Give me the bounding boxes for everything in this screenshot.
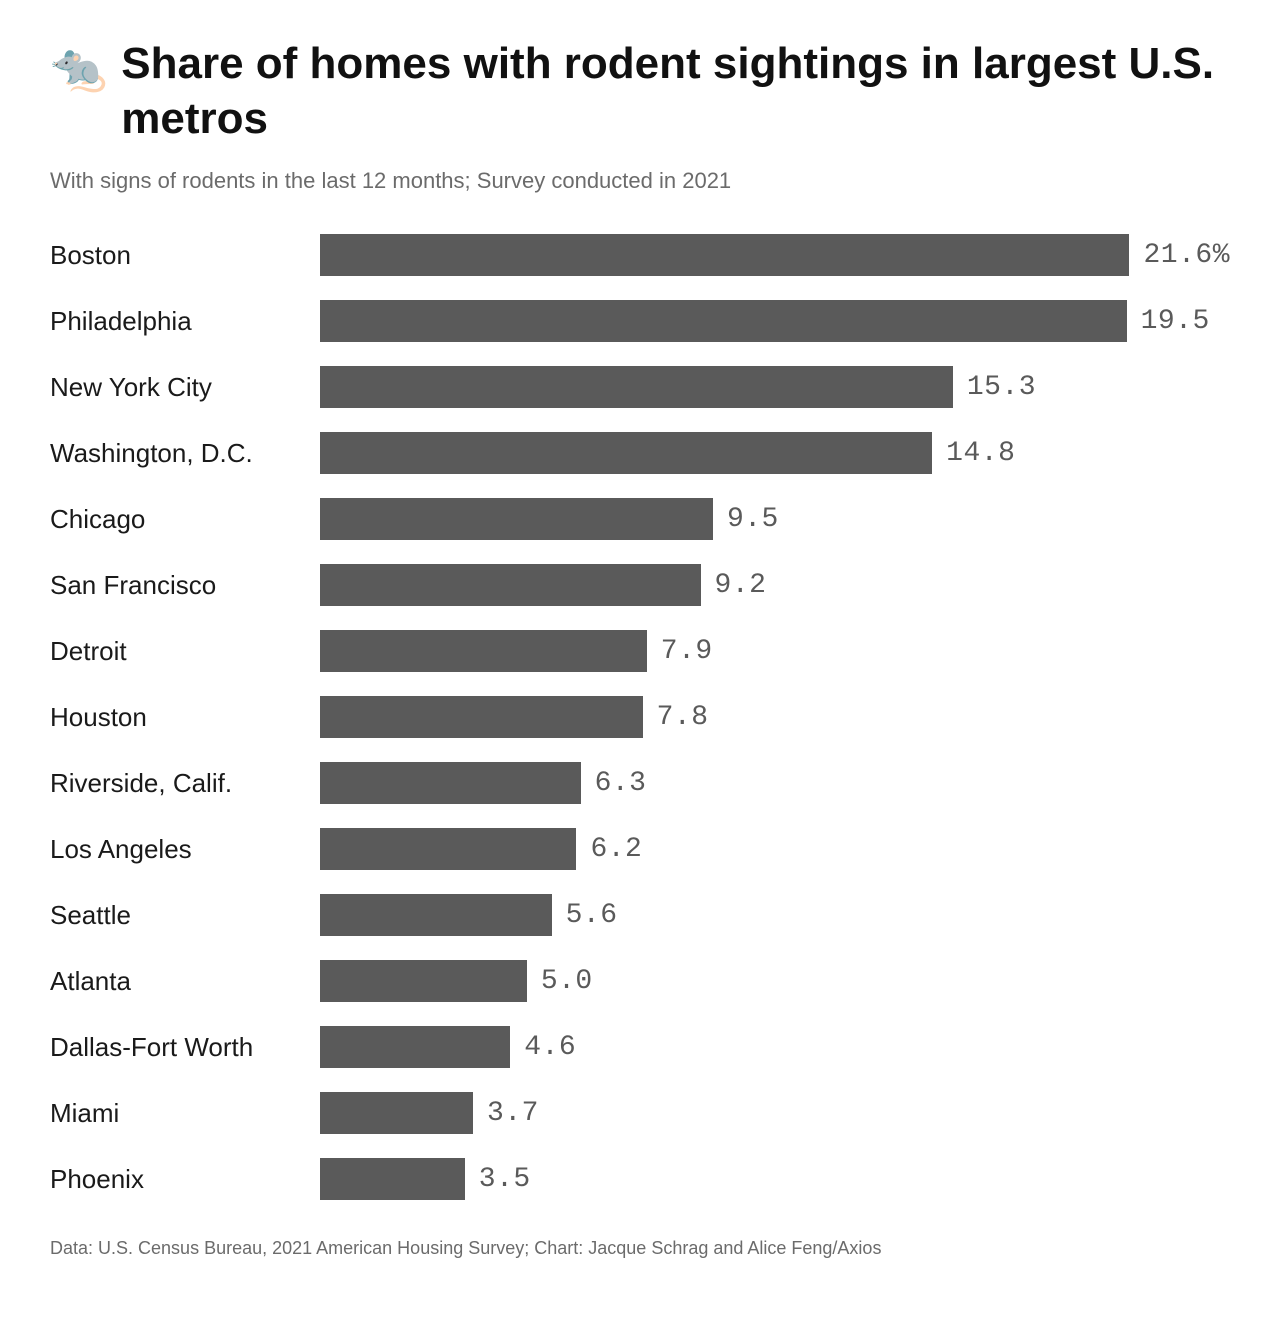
- bar-value: 5.6: [566, 900, 618, 931]
- bar-area: 4.6: [320, 1026, 1230, 1068]
- bar: [320, 564, 701, 606]
- bar-label: Philadelphia: [50, 306, 320, 337]
- bar: [320, 630, 647, 672]
- bar-value: 9.5: [727, 504, 779, 535]
- chart-row: Los Angeles 6.2: [50, 816, 1230, 882]
- chart-row: Dallas-Fort Worth 4.6: [50, 1014, 1230, 1080]
- bar-area: 6.2: [320, 828, 1230, 870]
- bar-label: New York City: [50, 372, 320, 403]
- chart-container: 🐀 Share of homes with rodent sightings i…: [0, 0, 1280, 1340]
- chart-row: Chicago 9.5: [50, 486, 1230, 552]
- bar-label: Chicago: [50, 504, 320, 535]
- bar-chart: Boston 21.6% Philadelphia 19.5 New York City…: [50, 222, 1230, 1212]
- bar-value: 3.7: [487, 1098, 539, 1129]
- chart-row: Washington, D.C. 14.8: [50, 420, 1230, 486]
- bar-area: 9.5: [320, 498, 1230, 540]
- bar-area: 9.2: [320, 564, 1230, 606]
- chart-row: Riverside, Calif. 6.3: [50, 750, 1230, 816]
- bar-area: 15.3: [320, 366, 1230, 408]
- chart-row: Boston 21.6%: [50, 222, 1230, 288]
- bar-area: 5.6: [320, 894, 1230, 936]
- bar-label: Washington, D.C.: [50, 438, 320, 469]
- bar-value: 19.5: [1141, 306, 1210, 337]
- bar-label: Boston: [50, 240, 320, 271]
- bar-label: Detroit: [50, 636, 320, 667]
- bar: [320, 234, 1129, 276]
- chart-row: Philadelphia 19.5: [50, 288, 1230, 354]
- bar-value: 4.6: [524, 1032, 576, 1063]
- bar-label: Los Angeles: [50, 834, 320, 865]
- bar-value: 9.2: [715, 570, 767, 601]
- bar-label: San Francisco: [50, 570, 320, 601]
- chart-title: Share of homes with rodent sightings in …: [121, 36, 1230, 146]
- bar-area: 14.8: [320, 432, 1230, 474]
- bar-area: 5.0: [320, 960, 1230, 1002]
- bar: [320, 696, 643, 738]
- bar-area: 3.5: [320, 1158, 1230, 1200]
- bar-value: 7.9: [661, 636, 713, 667]
- bar: [320, 498, 713, 540]
- bar-value: 15.3: [967, 372, 1036, 403]
- bar: [320, 300, 1127, 342]
- chart-footer: Data: U.S. Census Bureau, 2021 American …: [50, 1238, 1230, 1259]
- bar-label: Seattle: [50, 900, 320, 931]
- bar-area: 19.5: [320, 300, 1230, 342]
- bar-value: 3.5: [479, 1164, 531, 1195]
- bar: [320, 828, 576, 870]
- bar: [320, 432, 932, 474]
- bar-area: 7.9: [320, 630, 1230, 672]
- bar: [320, 366, 953, 408]
- bar-value: 6.2: [590, 834, 642, 865]
- bar-value: 6.3: [595, 768, 647, 799]
- chart-row: Phoenix 3.5: [50, 1146, 1230, 1212]
- bar-value: 5.0: [541, 966, 593, 997]
- bar-value: 14.8: [946, 438, 1015, 469]
- chart-row: San Francisco 9.2: [50, 552, 1230, 618]
- bar-label: Dallas-Fort Worth: [50, 1032, 320, 1063]
- bar: [320, 1092, 473, 1134]
- mouse-icon: 🐀: [50, 44, 107, 90]
- bar: [320, 1158, 465, 1200]
- bar: [320, 1026, 510, 1068]
- bar-area: 21.6%: [320, 234, 1230, 276]
- bar-label: Houston: [50, 702, 320, 733]
- chart-row: Atlanta 5.0: [50, 948, 1230, 1014]
- bar-label: Phoenix: [50, 1164, 320, 1195]
- title-row: 🐀 Share of homes with rodent sightings i…: [50, 36, 1230, 154]
- chart-row: New York City 15.3: [50, 354, 1230, 420]
- bar: [320, 960, 527, 1002]
- chart-subtitle: With signs of rodents in the last 12 mon…: [50, 168, 1230, 194]
- bar-value: 21.6%: [1143, 240, 1230, 271]
- chart-row: Seattle 5.6: [50, 882, 1230, 948]
- bar-label: Riverside, Calif.: [50, 768, 320, 799]
- chart-row: Houston 7.8: [50, 684, 1230, 750]
- bar-value: 7.8: [657, 702, 709, 733]
- bar: [320, 762, 581, 804]
- chart-row: Detroit 7.9: [50, 618, 1230, 684]
- chart-row: Miami 3.7: [50, 1080, 1230, 1146]
- bar-label: Atlanta: [50, 966, 320, 997]
- bar-area: 7.8: [320, 696, 1230, 738]
- bar-label: Miami: [50, 1098, 320, 1129]
- bar-area: 3.7: [320, 1092, 1230, 1134]
- bar-area: 6.3: [320, 762, 1230, 804]
- bar: [320, 894, 552, 936]
